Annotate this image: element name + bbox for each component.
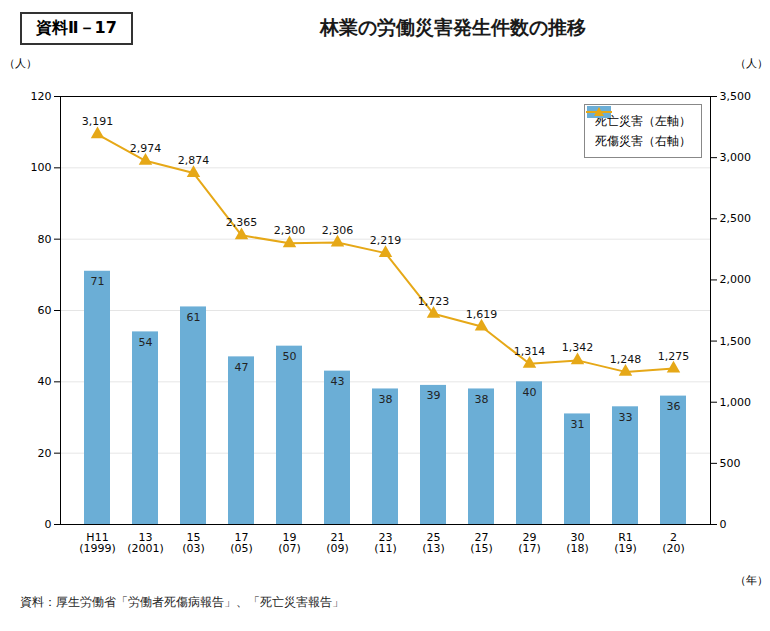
svg-text:43: 43: [331, 375, 345, 388]
svg-text:1,000: 1,000: [720, 396, 752, 409]
svg-text:71: 71: [91, 275, 105, 288]
svg-text:60: 60: [38, 304, 52, 317]
svg-text:3,000: 3,000: [720, 151, 752, 164]
svg-text:1,342: 1,342: [562, 341, 594, 354]
svg-text:38: 38: [475, 393, 489, 406]
svg-text:500: 500: [720, 457, 741, 470]
svg-text:3,191: 3,191: [82, 115, 114, 128]
svg-text:1,248: 1,248: [610, 353, 642, 366]
svg-text:1,619: 1,619: [466, 308, 498, 321]
svg-text:2,974: 2,974: [130, 142, 162, 155]
svg-text:1,723: 1,723: [418, 295, 450, 308]
svg-text:1,314: 1,314: [514, 345, 546, 358]
svg-text:25(13): 25(13): [422, 531, 445, 555]
svg-text:39: 39: [427, 389, 441, 402]
svg-text:23(11): 23(11): [374, 531, 397, 555]
svg-text:0: 0: [45, 518, 52, 531]
svg-text:17(05): 17(05): [230, 531, 253, 555]
svg-text:3,500: 3,500: [720, 90, 752, 103]
svg-text:120: 120: [31, 90, 52, 103]
html-text:資料：厚生労働省「労働者死傷病報告」、「死亡災害報告」: 資料：厚生労働省「労働者死傷病報告」、「死亡災害報告」: [20, 595, 344, 609]
svg-text:R1(19): R1(19): [614, 531, 637, 555]
html-text:林業の労働災害発生件数の推移: 林業の労働災害発生件数の推移: [320, 16, 587, 38]
svg-text:54: 54: [139, 336, 153, 349]
svg-text:21(09): 21(09): [326, 531, 349, 555]
svg-text:（人）: （人）: [4, 57, 37, 70]
svg-text:31: 31: [571, 418, 585, 431]
svg-text:20: 20: [38, 447, 52, 460]
svg-text:40: 40: [38, 375, 52, 388]
svg-text:61: 61: [187, 311, 201, 324]
svg-text:H11(1999): H11(1999): [79, 531, 116, 555]
svg-text:2,000: 2,000: [720, 273, 752, 286]
html-text:死亡災害（左軸）: 死亡災害（左軸）: [595, 114, 691, 128]
svg-text:2,365: 2,365: [226, 216, 258, 229]
html-text:死傷災害（右軸）: 死傷災害（右軸）: [595, 134, 691, 148]
svg-text:30(18): 30(18): [566, 531, 589, 555]
svg-text:38: 38: [379, 393, 393, 406]
html-text:資料Ⅱ－17: 資料Ⅱ－17: [36, 17, 117, 37]
svg-text:2,300: 2,300: [274, 224, 306, 237]
svg-text:2,219: 2,219: [370, 234, 402, 247]
svg-text:33: 33: [619, 411, 633, 424]
svg-text:50: 50: [283, 350, 297, 363]
svg-text:13(2001): 13(2001): [127, 531, 164, 555]
svg-text:2,874: 2,874: [178, 154, 210, 167]
svg-text:100: 100: [31, 161, 52, 174]
svg-text:19(07): 19(07): [278, 531, 301, 555]
svg-text:（年）: （年）: [735, 574, 768, 587]
svg-text:2,500: 2,500: [720, 212, 752, 225]
svg-text:36: 36: [667, 400, 681, 413]
svg-text:40: 40: [523, 386, 537, 399]
svg-text:1,500: 1,500: [720, 335, 752, 348]
svg-text:29(17): 29(17): [518, 531, 541, 555]
svg-text:2(20): 2(20): [662, 531, 685, 555]
svg-text:（人）: （人）: [735, 57, 768, 70]
svg-text:1,275: 1,275: [658, 350, 690, 363]
svg-text:80: 80: [38, 233, 52, 246]
svg-text:0: 0: [720, 518, 727, 531]
svg-text:47: 47: [235, 361, 249, 374]
svg-text:15(03): 15(03): [182, 531, 205, 555]
svg-text:27(15): 27(15): [470, 531, 493, 555]
svg-text:2,306: 2,306: [322, 224, 354, 237]
